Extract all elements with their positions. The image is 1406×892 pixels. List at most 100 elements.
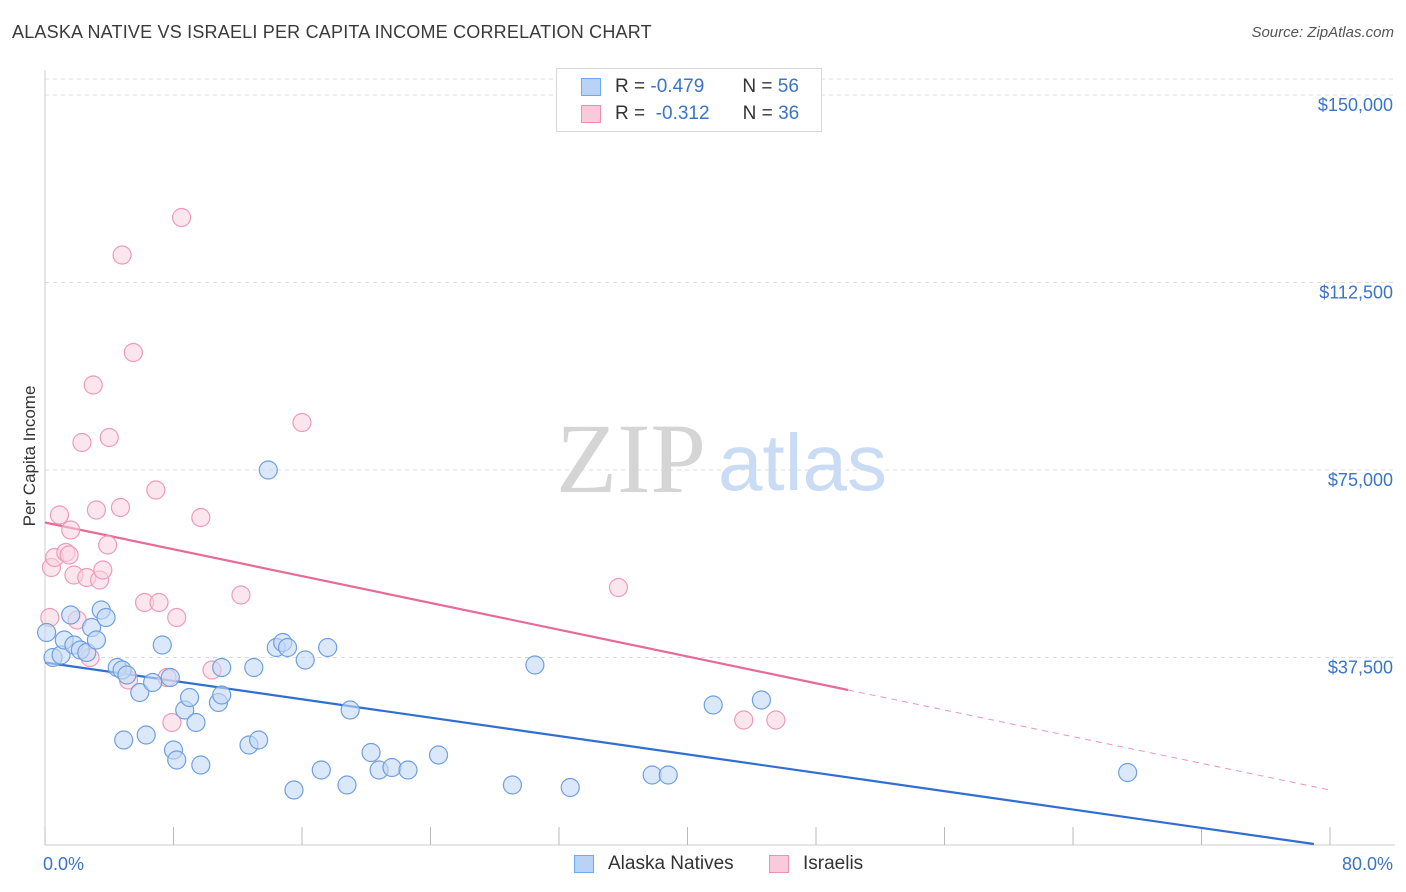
point-alaska	[361, 742, 381, 763]
point-alaska	[751, 690, 771, 710]
point-alaska	[502, 775, 523, 795]
point-israelis	[112, 245, 132, 265]
legend-r-value: -0.479	[650, 76, 705, 97]
bottom-legend-swatch-blue	[574, 855, 594, 873]
point-israelis	[608, 577, 629, 598]
bottom-legend-label-israelis: Israelis	[803, 853, 864, 874]
data-points	[37, 207, 1138, 800]
axes	[44, 70, 1395, 846]
bottom-legend-label-alaska: Alaska Natives	[608, 853, 734, 874]
point-alaska	[37, 622, 57, 643]
y-tick-label: $37,500	[1328, 658, 1393, 678]
watermark: ZIP atlas	[556, 403, 887, 514]
point-alaska	[143, 672, 163, 693]
point-alaska	[152, 635, 172, 655]
point-alaska	[136, 725, 156, 745]
point-israelis	[231, 585, 251, 605]
point-alaska	[114, 730, 134, 750]
point-alaska	[167, 750, 187, 770]
x-tick-label-max: 80.0%	[1342, 854, 1393, 874]
point-alaska	[258, 460, 278, 480]
y-axis-label: Per Capita Income	[20, 386, 39, 527]
point-israelis	[292, 412, 312, 433]
point-israelis	[59, 545, 79, 565]
point-israelis	[149, 592, 169, 613]
chart-title: ALASKA NATIVE VS ISRAELI PER CAPITA INCO…	[12, 22, 652, 42]
point-israelis	[61, 520, 81, 540]
point-israelis	[162, 712, 182, 733]
legend-r-label: R =	[615, 103, 646, 124]
point-israelis	[123, 342, 143, 363]
legend-n-value: 56	[777, 76, 799, 97]
point-israelis	[93, 560, 113, 580]
trend-line-alaska	[44, 661, 1315, 846]
point-alaska	[398, 760, 418, 780]
point-alaska	[284, 780, 304, 800]
point-alaska	[311, 760, 331, 780]
point-alaska	[179, 687, 200, 708]
point-alaska	[249, 730, 269, 750]
legend-n-label: N =	[742, 103, 773, 124]
point-alaska	[130, 682, 150, 703]
legend: R = -0.479 N = 56 R = -0.312 N = 36	[556, 68, 822, 132]
y-tick-label: $75,000	[1328, 470, 1393, 490]
point-alaska	[277, 637, 298, 658]
point-alaska	[244, 657, 264, 678]
legend-n-label: N =	[742, 76, 773, 97]
gridlines	[45, 78, 1395, 658]
point-alaska	[160, 667, 180, 688]
y-tick-label: $112,500	[1319, 283, 1393, 303]
point-alaska	[658, 765, 678, 785]
point-israelis	[98, 535, 118, 555]
trend-line-israelis	[44, 521, 849, 692]
point-alaska	[337, 775, 357, 795]
point-alaska	[318, 637, 338, 658]
bottom-legend-alaska: Alaska Natives	[574, 852, 734, 876]
bottom-legend-israelis: Israelis	[769, 852, 863, 876]
point-israelis	[734, 710, 754, 730]
bottom-legend-swatch-pink	[769, 855, 789, 873]
trend-line-israelis-extrapolated	[848, 689, 1331, 791]
legend-swatch-pink	[581, 105, 601, 123]
point-israelis	[766, 710, 786, 730]
legend-r-value: -0.312	[655, 103, 710, 124]
point-alaska	[86, 630, 107, 650]
source-label: Source: ZipAtlas.com	[1251, 24, 1394, 41]
point-alaska	[295, 650, 315, 670]
point-israelis	[86, 500, 107, 520]
point-israelis	[83, 375, 103, 395]
legend-n-value: 36	[778, 103, 800, 124]
point-alaska	[642, 765, 662, 785]
legend-swatch-blue	[581, 78, 601, 96]
point-alaska	[340, 700, 360, 720]
point-alaska	[428, 745, 449, 765]
point-alaska	[212, 657, 232, 678]
point-israelis	[49, 505, 70, 525]
point-alaska	[191, 755, 211, 775]
point-israelis	[146, 480, 166, 500]
legend-r-label: R =	[615, 76, 646, 97]
legend-row-alaska: R = -0.479 N = 56	[581, 75, 799, 99]
point-alaska	[96, 607, 116, 628]
watermark-zip: ZIP	[556, 403, 706, 514]
point-alaska	[703, 695, 723, 715]
point-alaska	[186, 712, 206, 733]
point-alaska	[61, 605, 81, 625]
point-alaska	[525, 655, 545, 675]
trend-lines	[44, 521, 1331, 846]
point-israelis	[171, 207, 192, 228]
x-tick-label-min: 0.0%	[43, 854, 84, 874]
point-alaska	[1118, 762, 1138, 783]
point-alaska	[382, 757, 402, 778]
point-israelis	[99, 427, 119, 448]
watermark-atlas: atlas	[718, 418, 887, 507]
point-israelis	[72, 432, 92, 453]
point-israelis	[110, 497, 131, 518]
point-israelis	[167, 607, 187, 628]
point-israelis	[191, 507, 211, 528]
point-alaska	[560, 777, 580, 798]
legend-row-israelis: R = -0.312 N = 36	[581, 102, 799, 126]
y-tick-label: $150,000	[1318, 95, 1393, 115]
point-alaska	[212, 685, 232, 705]
